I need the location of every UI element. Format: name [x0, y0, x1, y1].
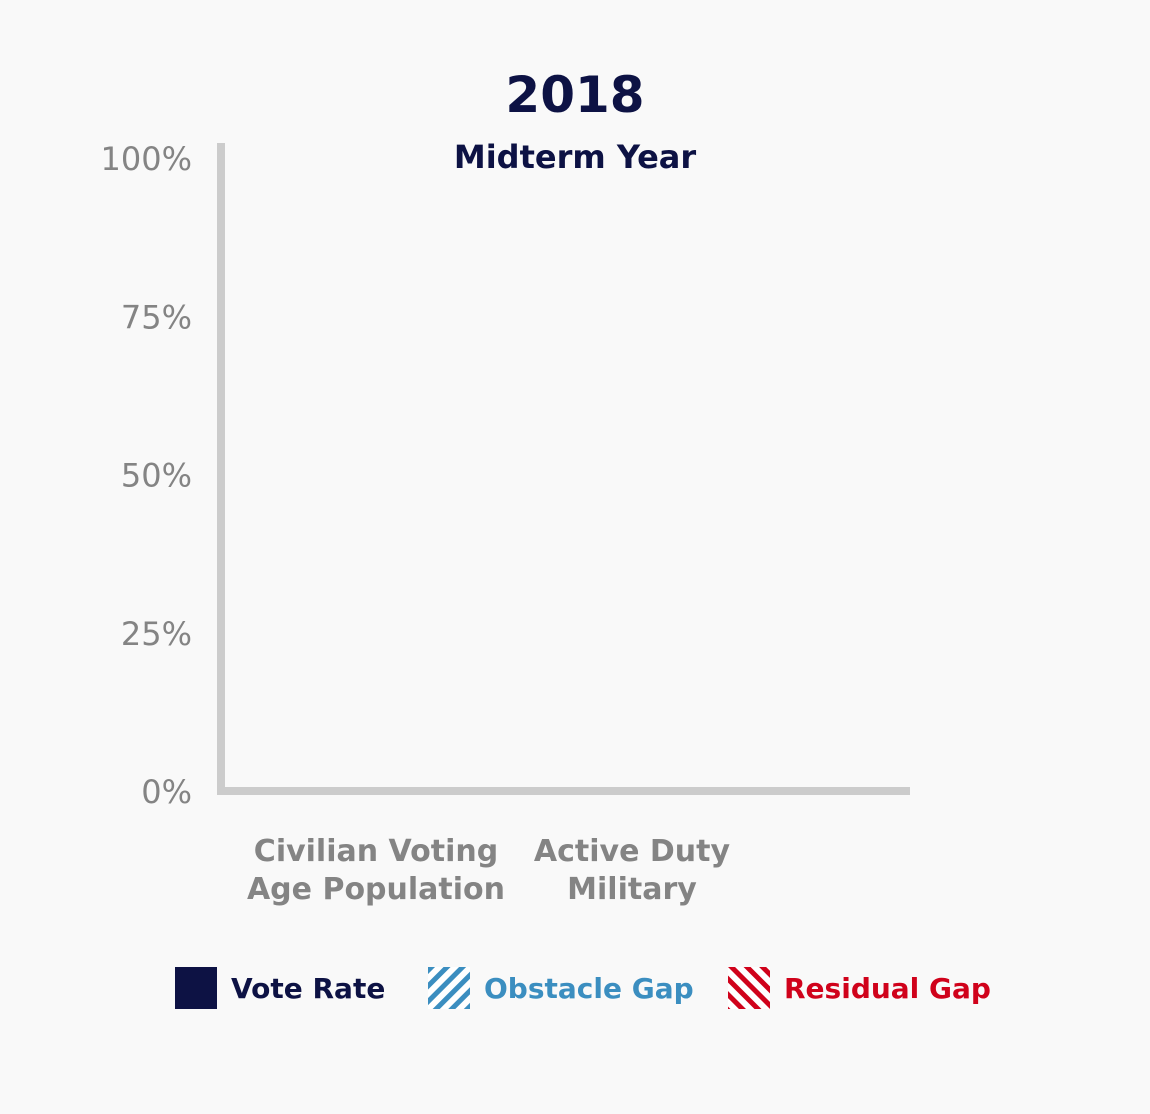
- chart-subtitle: Midterm Year: [453, 138, 697, 176]
- y-tick-label: 25%: [121, 615, 192, 653]
- legend-item-obstacle-gap: Obstacle Gap: [428, 966, 694, 1010]
- y-tick-label: 100%: [101, 140, 192, 178]
- legend-swatch-vote-rate: [175, 967, 217, 1009]
- legend-swatch-obstacle-gap: [428, 967, 470, 1009]
- chart-title: 2018: [505, 66, 645, 124]
- y-tick-label: 50%: [121, 457, 192, 495]
- chart-legend: Vote Rate Obstacle Gap Residual Gap: [0, 966, 1150, 1016]
- legend-label-obstacle-gap: Obstacle Gap: [484, 971, 694, 1005]
- y-tick-label: 0%: [141, 773, 192, 811]
- chart-plot: 0% 25% 50% 75% 100% Civilian Voting Age Popul…: [101, 140, 910, 907]
- legend-item-residual-gap: Residual Gap: [728, 966, 991, 1010]
- legend-label-residual-gap: Residual Gap: [784, 971, 991, 1005]
- y-tick-label: 75%: [121, 298, 192, 336]
- x-category-label: Civilian Voting Age Population: [247, 834, 505, 907]
- legend-item-vote-rate: Vote Rate: [175, 966, 385, 1010]
- legend-swatch-residual-gap: [728, 967, 770, 1009]
- legend-label-vote-rate: Vote Rate: [231, 971, 386, 1005]
- x-category-label: Active Duty Military: [534, 834, 731, 907]
